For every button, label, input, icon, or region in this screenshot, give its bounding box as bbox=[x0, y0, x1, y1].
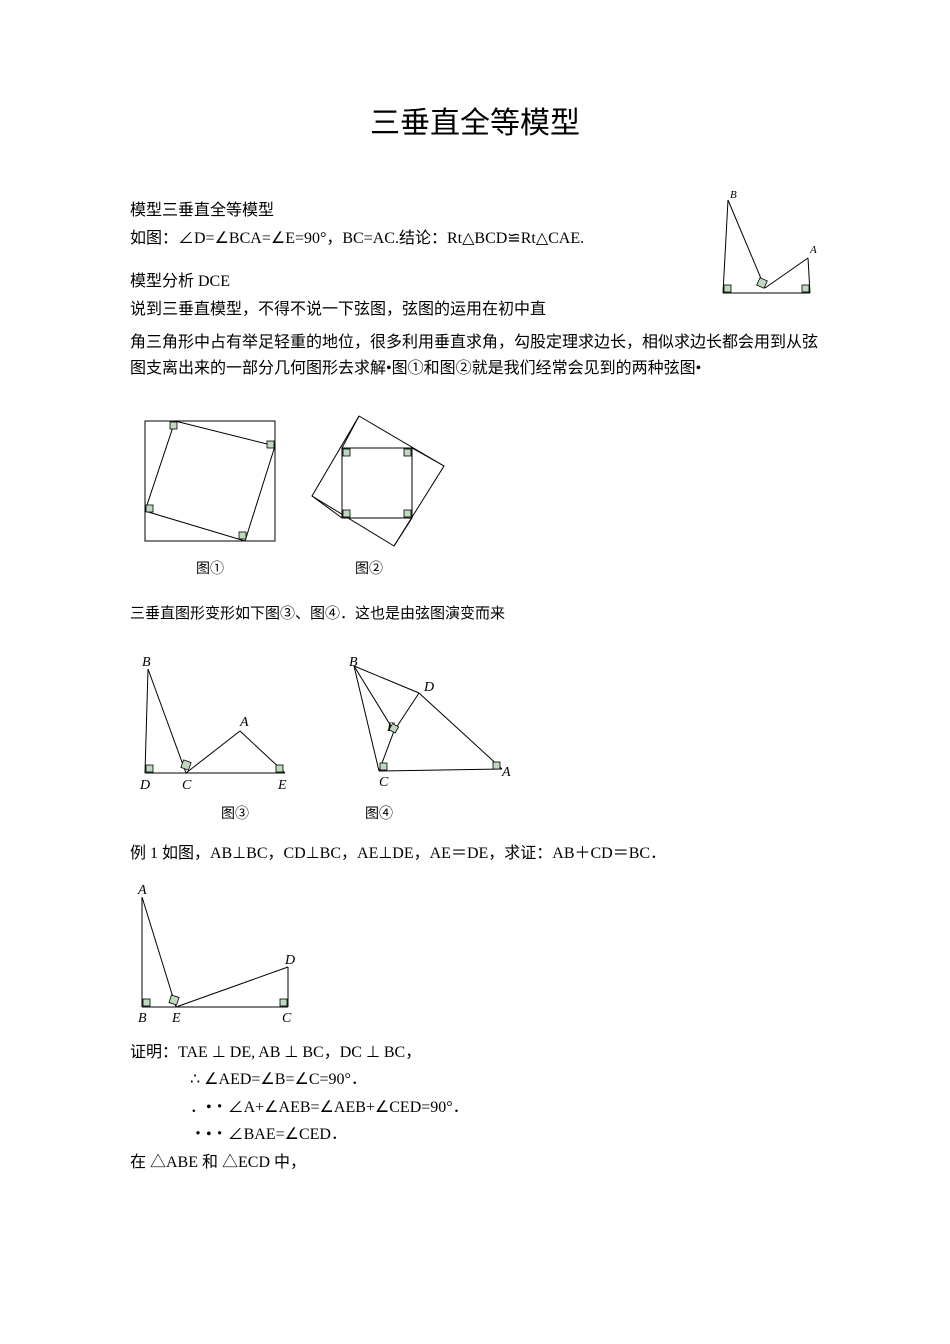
svg-text:B: B bbox=[142, 655, 151, 670]
figure-4: B D E C A bbox=[324, 651, 524, 801]
figure-row-1: 图① 图② bbox=[130, 406, 820, 582]
caption-fig4: 图④ bbox=[314, 804, 444, 826]
proof-line-2: ∴ ∠AED=∠B=∠C=90°． bbox=[130, 1067, 820, 1093]
svg-text:D: D bbox=[139, 778, 150, 793]
figure-1 bbox=[130, 406, 290, 556]
svg-text:D: D bbox=[284, 953, 295, 968]
proof-line-4: ・•・∠BAE=∠CED． bbox=[130, 1122, 820, 1148]
top-figure: B A bbox=[680, 188, 820, 308]
svg-text:E: E bbox=[277, 778, 287, 793]
svg-text:A: A bbox=[501, 765, 511, 780]
intro-block: 模型三垂直全等模型 如图：∠D=∠BCA=∠E=90°，BC=AC.结论：Rt△… bbox=[130, 198, 820, 328]
figure-3: B A D C E bbox=[130, 651, 310, 801]
svg-text:C: C bbox=[182, 778, 192, 793]
caption-fig1: 图① bbox=[130, 559, 290, 581]
figure-row-2: B A D C E B D E C A bbox=[130, 651, 820, 827]
proof-line-5: 在 △ABE 和 △ECD 中， bbox=[130, 1150, 820, 1176]
figure-2 bbox=[304, 406, 454, 556]
label-b: B bbox=[730, 189, 737, 201]
sub-text: 三垂直图形变形如下图③、图④．这也是由弦图演变而来 bbox=[130, 602, 820, 626]
svg-text:B: B bbox=[349, 655, 358, 670]
caption-row-1: 图① 图② bbox=[130, 556, 820, 582]
caption-fig2: 图② bbox=[294, 559, 444, 581]
proof-line-1: 证明：TAE ⊥ DE, AB ⊥ BC，DC ⊥ BC， bbox=[130, 1040, 820, 1066]
caption-row-2: 图③ 图④ bbox=[130, 801, 820, 827]
example-line: 例 1 如图，AB⊥BC，CD⊥BC，AE⊥DE，AE＝DE，求证：AB＋CD＝… bbox=[130, 841, 820, 867]
caption-fig3: 图③ bbox=[160, 804, 310, 826]
label-a: A bbox=[809, 244, 817, 256]
svg-text:E: E bbox=[171, 1011, 181, 1026]
svg-text:A: A bbox=[239, 715, 249, 730]
page-title: 三垂直全等模型 bbox=[130, 100, 820, 148]
svg-text:C: C bbox=[282, 1011, 292, 1026]
svg-text:A: A bbox=[137, 883, 147, 898]
example-figure: A D B E C bbox=[130, 879, 330, 1029]
intro-line-5: 角三角形中占有举足轻重的地位，很多利用垂直求角，勾股定理求边长，相似求边长都会用… bbox=[130, 330, 820, 381]
svg-text:D: D bbox=[423, 680, 434, 695]
svg-text:B: B bbox=[138, 1011, 147, 1026]
svg-text:C: C bbox=[379, 775, 389, 790]
proof-line-3: ．•・∠A+∠AEB=∠AEB+∠CED=90°． bbox=[130, 1095, 820, 1121]
